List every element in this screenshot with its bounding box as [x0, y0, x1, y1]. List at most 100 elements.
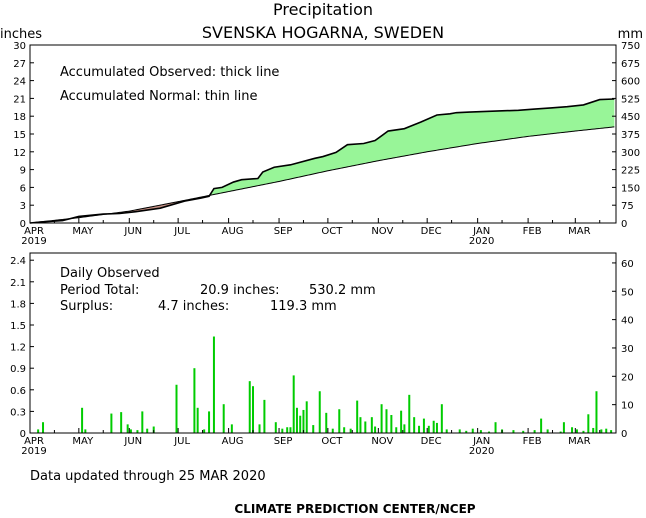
daily-bar: [458, 429, 461, 433]
credit-line: CLIMATE PREDICTION CENTER/NCEP: [234, 502, 475, 516]
daily-bar: [126, 424, 129, 433]
daily-bar: [152, 426, 155, 433]
bottom-panel-ticks: 0 0.3 0.6 0.9 1.2 1.5 1.8 2.1 2.4 0 10 20 30 40 50 60 AP…: [10, 256, 634, 457]
y-tick-label: 21: [13, 94, 26, 105]
y-tick-label: 9: [20, 166, 26, 177]
x-tick-label: APR: [24, 436, 44, 447]
y-tick-label-right: 450: [621, 112, 640, 123]
daily-bar: [471, 428, 474, 433]
y-tick-label-right: 10: [621, 401, 634, 412]
daily-bar: [408, 394, 411, 433]
daily-bar: [533, 430, 536, 433]
x-tick-label: FEB: [523, 226, 542, 237]
period-total-label: Period Total:: [60, 283, 139, 298]
x-year-label: 2020: [469, 236, 494, 247]
daily-bar: [252, 386, 255, 433]
chart-title: Precipitation: [273, 0, 373, 19]
daily-bar: [302, 409, 305, 433]
y-tick-label: 12: [13, 148, 26, 159]
daily-bar: [299, 415, 302, 433]
daily-bar: [427, 425, 430, 433]
y-tick-label-right: 40: [621, 316, 634, 327]
daily-bar: [595, 391, 598, 433]
x-tick-label: SEP: [274, 226, 293, 237]
daily-bar: [395, 427, 398, 433]
daily-bar: [248, 381, 251, 433]
daily-bar: [582, 430, 585, 433]
daily-bar: [193, 368, 196, 433]
y-tick-label-right: 150: [621, 183, 640, 194]
y-tick-label: 2.1: [10, 278, 26, 289]
daily-bar: [312, 425, 315, 433]
daily-bar: [258, 424, 261, 433]
y-tick-label: 0.3: [10, 407, 26, 418]
accumulated-lines: [29, 98, 615, 224]
x-year-label: 2019: [21, 236, 46, 247]
y-tick-label: 0: [20, 219, 26, 230]
daily-bar: [479, 430, 482, 433]
daily-bar: [445, 429, 448, 433]
daily-bar: [494, 422, 497, 433]
y-tick-label-right: 50: [621, 287, 634, 298]
x-tick-label: MAY: [72, 436, 94, 447]
accumulated-fill-areas: [30, 98, 615, 223]
y-tick-label: 0: [20, 429, 26, 440]
deficit-fill: [108, 193, 211, 214]
x-tick-label: MAR: [568, 226, 590, 237]
surplus-inches: 4.7 inches:: [158, 299, 229, 314]
daily-bar: [42, 422, 45, 433]
daily-bar: [385, 409, 388, 433]
daily-bar: [343, 427, 346, 433]
y-tick-label-right: 375: [621, 130, 640, 141]
daily-bar: [413, 417, 416, 433]
daily-bar: [522, 430, 525, 433]
daily-bar: [400, 410, 403, 433]
x-tick-label: MAR: [568, 436, 590, 447]
y-tick-label-right: 525: [621, 94, 640, 105]
daily-bar: [212, 336, 215, 433]
x-tick-label: JUN: [123, 436, 142, 447]
daily-bar: [331, 428, 334, 433]
annotation-observed: Accumulated Observed: thick line: [60, 65, 279, 80]
daily-bar: [286, 427, 289, 433]
y-tick-label: 2.4: [10, 256, 26, 267]
x-tick-label: JAN: [472, 436, 490, 447]
y-tick-label: 0.9: [10, 364, 26, 375]
daily-bar: [81, 407, 84, 433]
daily-bar: [422, 418, 425, 433]
x-tick-label: AUG: [222, 226, 244, 237]
daily-bar: [592, 427, 595, 433]
daily-bar: [84, 429, 87, 433]
y-tick-label: 15: [13, 130, 26, 141]
y-tick-label: 18: [13, 112, 26, 123]
daily-bar: [305, 401, 308, 433]
y-tick-label-right: 225: [621, 166, 640, 177]
y-tick-label: 30: [13, 41, 26, 52]
surplus-fill: [210, 98, 615, 196]
daily-bar: [318, 391, 321, 433]
x-tick-label: DEC: [421, 436, 442, 447]
daily-bar: [575, 429, 578, 433]
normal-line: [29, 126, 615, 224]
surplus-mm: 119.3 mm: [270, 299, 337, 314]
daily-bar: [374, 426, 377, 433]
daily-bar: [263, 399, 266, 433]
daily-bar: [338, 409, 341, 433]
daily-bar: [356, 400, 359, 433]
daily-bar: [175, 384, 178, 433]
x-tick-label: JUL: [173, 436, 190, 447]
y-tick-label: 1.2: [10, 343, 26, 354]
daily-bar: [571, 427, 574, 433]
daily-bar: [196, 407, 199, 433]
period-total-inches: 20.9 inches:: [200, 283, 279, 298]
daily-bar: [370, 417, 373, 433]
daily-bar: [37, 429, 40, 433]
x-tick-label: OCT: [321, 436, 343, 447]
daily-bar: [295, 407, 298, 433]
x-tick-label: OCT: [321, 226, 343, 237]
daily-bar: [418, 425, 421, 433]
y-tick-label-right: 60: [621, 259, 634, 270]
y-tick-label: 1.8: [10, 299, 26, 310]
y-tick-label-right: 0: [621, 219, 627, 230]
daily-bar: [605, 428, 608, 433]
